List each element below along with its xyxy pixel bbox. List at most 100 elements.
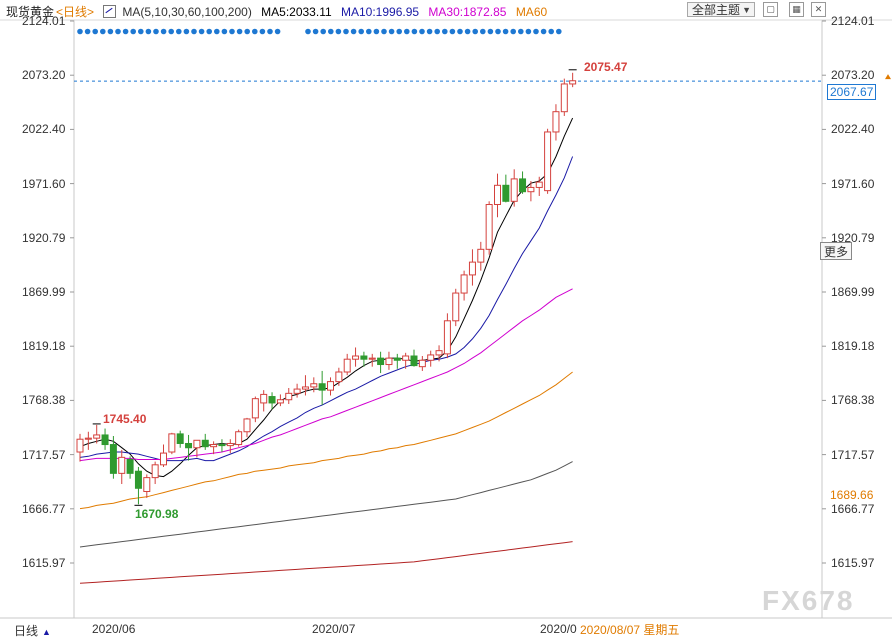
signal-dot bbox=[229, 28, 235, 35]
candle-body bbox=[327, 381, 334, 391]
close-icon[interactable]: ✕ bbox=[811, 2, 826, 17]
y-tick-label: 1920.79 bbox=[831, 230, 875, 245]
signal-dot bbox=[404, 28, 410, 35]
signal-dot bbox=[510, 28, 516, 35]
candle-body bbox=[402, 355, 410, 361]
period-selector-label: 日线 bbox=[14, 624, 39, 638]
watermark-logo: FX678 bbox=[762, 585, 855, 616]
theme-dropdown-value: 全部主题 bbox=[692, 3, 741, 17]
candle-body bbox=[151, 464, 159, 479]
signal-dot bbox=[160, 28, 167, 35]
theme-dropdown[interactable]: 全部主题 ▼ bbox=[687, 2, 755, 17]
x-label-3: 2020/0 bbox=[540, 622, 577, 636]
signal-dot bbox=[267, 28, 273, 35]
signal-dot bbox=[518, 28, 524, 35]
chart-toolbar: 现货黄金 <日线> MA(5,10,30,60,100,200) MA5:2033… bbox=[0, 0, 892, 20]
indicator-title-bar: 现货黄金 <日线> MA(5,10,30,60,100,200) MA5:2033… bbox=[6, 3, 553, 20]
signal-dot bbox=[464, 28, 471, 35]
candle-body bbox=[452, 292, 460, 322]
candle-body bbox=[268, 396, 276, 404]
candle-body bbox=[485, 204, 493, 250]
x-label-2: 2020/07 bbox=[312, 622, 356, 636]
signal-dot bbox=[168, 28, 174, 35]
ma-params[interactable]: MA(5,10,30,60,100,200) bbox=[122, 5, 252, 19]
signal-dot bbox=[221, 28, 228, 35]
candle-body bbox=[418, 359, 426, 368]
ma5-value: MA5:2033.11 bbox=[261, 5, 332, 19]
signal-dot bbox=[495, 28, 501, 35]
signal-dot bbox=[138, 28, 144, 35]
candle-body bbox=[210, 444, 218, 448]
candle-body bbox=[502, 184, 510, 202]
candle-body bbox=[285, 392, 293, 401]
signal-dot bbox=[198, 28, 205, 35]
period-selector[interactable]: 日线 ▲ bbox=[14, 622, 51, 639]
y-tick-label: 1819.18 bbox=[831, 339, 875, 354]
signal-dot bbox=[259, 28, 266, 35]
candle-body bbox=[168, 433, 176, 453]
y-tick-label: 1869.99 bbox=[831, 285, 875, 299]
candle-body bbox=[352, 355, 360, 360]
candle-body bbox=[201, 439, 209, 448]
ma-line-ma5 bbox=[79, 117, 574, 478]
signal-dot bbox=[366, 28, 372, 35]
grid-icon[interactable]: ▦ bbox=[789, 2, 804, 17]
ma-line-ma60 bbox=[79, 371, 573, 510]
signal-dot bbox=[396, 28, 403, 35]
y-tick-label: 1971.60 bbox=[22, 176, 66, 191]
period-label[interactable]: <日线> bbox=[56, 5, 95, 19]
signal-dot bbox=[480, 28, 486, 35]
candle-body bbox=[427, 354, 435, 361]
candle-body bbox=[84, 437, 92, 440]
candle-body bbox=[435, 350, 443, 356]
candle-body bbox=[569, 80, 577, 85]
more-button[interactable]: 更多 bbox=[820, 242, 852, 260]
y-tick-label: 2022.40 bbox=[831, 122, 875, 137]
candle-body bbox=[310, 383, 318, 388]
ma-line-ma30 bbox=[79, 288, 573, 462]
candle-body bbox=[527, 186, 535, 193]
signal-dot bbox=[358, 28, 365, 35]
candle-body bbox=[251, 398, 259, 419]
high-annotation: 2075.47 bbox=[584, 60, 628, 74]
signal-dot bbox=[100, 28, 106, 35]
y-tick-label: 2124.01 bbox=[831, 14, 875, 28]
ma-line-ma100 bbox=[79, 461, 573, 548]
signal-dot bbox=[236, 28, 243, 35]
y-tick-label: 1666.77 bbox=[831, 501, 875, 516]
square-icon[interactable]: ▢ bbox=[763, 2, 778, 17]
y-tick-label: 1717.57 bbox=[22, 447, 66, 462]
candle-body bbox=[535, 181, 543, 188]
candle-body bbox=[393, 357, 401, 361]
signal-dot bbox=[153, 28, 159, 35]
candle-body bbox=[368, 357, 376, 360]
signal-dot bbox=[206, 28, 212, 35]
current-date: 2020/08/07 星期五 bbox=[578, 621, 682, 638]
last-price-tag: 2067.67 bbox=[827, 84, 877, 100]
candle-body bbox=[218, 444, 226, 447]
candle-body bbox=[118, 456, 126, 474]
signal-dot bbox=[77, 28, 83, 35]
candle-body bbox=[293, 388, 301, 394]
y-tick-label: 2073.20 bbox=[831, 68, 875, 83]
signal-dot bbox=[343, 28, 349, 35]
candle-body bbox=[560, 83, 568, 113]
y-tick-label: 1869.99 bbox=[22, 285, 66, 299]
candle-body bbox=[243, 418, 251, 433]
signal-dot bbox=[191, 28, 197, 35]
candle-body bbox=[235, 431, 243, 446]
ma30-value: MA30:1872.85 bbox=[428, 5, 507, 19]
candle-body bbox=[335, 371, 343, 383]
candle-body bbox=[494, 184, 501, 206]
candle-body bbox=[134, 470, 142, 489]
x-label-1: 2020/06 bbox=[92, 622, 136, 636]
ma-indicator-icon[interactable] bbox=[103, 5, 117, 18]
low-annotation: 1670.98 bbox=[135, 507, 179, 521]
signal-dot bbox=[145, 28, 152, 35]
signal-dot bbox=[442, 28, 448, 35]
ma10-value: MA10:1996.95 bbox=[341, 5, 420, 19]
y-tick-label: 2073.20 bbox=[22, 68, 66, 83]
signal-dot bbox=[548, 28, 554, 35]
candle-body bbox=[126, 458, 134, 474]
